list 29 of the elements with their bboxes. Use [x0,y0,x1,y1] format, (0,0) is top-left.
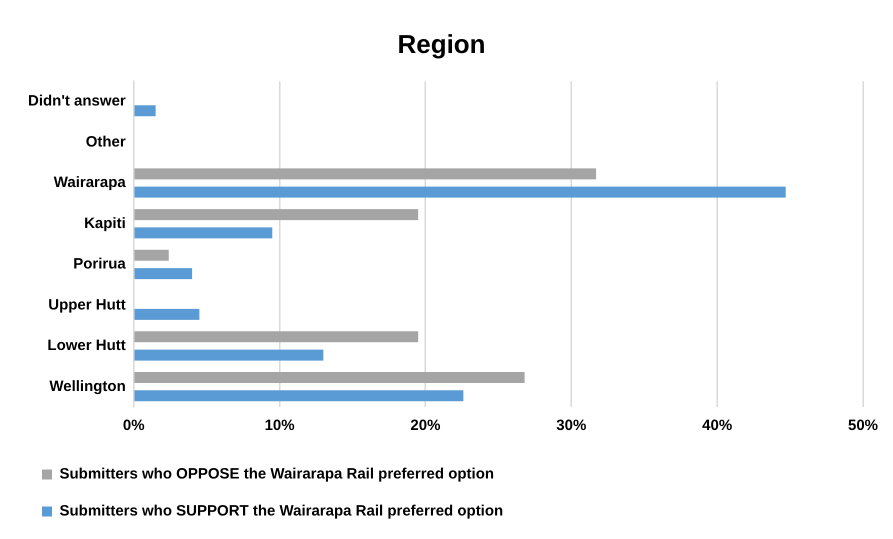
x-tick-label: 0% [122,417,145,434]
bar [134,209,418,220]
y-tick-label: Other [86,133,126,150]
x-tick-label: 50% [848,417,878,434]
bar [134,186,786,198]
x-tick-label: 10% [264,417,295,434]
y-tick-label: Didn't answer [28,92,126,110]
bar [134,390,464,402]
y-tick-label: Porirua [73,256,126,273]
x-tick-label: 40% [702,417,732,434]
y-tick-label: Wellington [49,378,126,395]
bar [134,350,324,361]
bar [134,331,418,342]
bar [134,168,596,180]
x-tick-label: 30% [556,417,586,434]
y-tick-label: Wairarapa [54,174,126,192]
bar [134,250,169,261]
bar [134,227,272,238]
x-tick-label: 20% [410,417,440,434]
bar [134,268,192,280]
bar [134,372,525,383]
y-tick-label: Lower Hutt [47,337,126,354]
y-tick-label: Upper Hutt [48,296,126,314]
y-tick-label: Kapiti [84,214,126,232]
chart-title: Region [397,28,486,59]
legend-label: Submitters who SUPPORT the Wairarapa Rail preferred option [60,502,504,520]
bar [134,105,156,116]
bar [134,308,200,320]
legend-label: Submitters who OPPOSE the Wairarapa Rail preferred option [60,466,494,483]
